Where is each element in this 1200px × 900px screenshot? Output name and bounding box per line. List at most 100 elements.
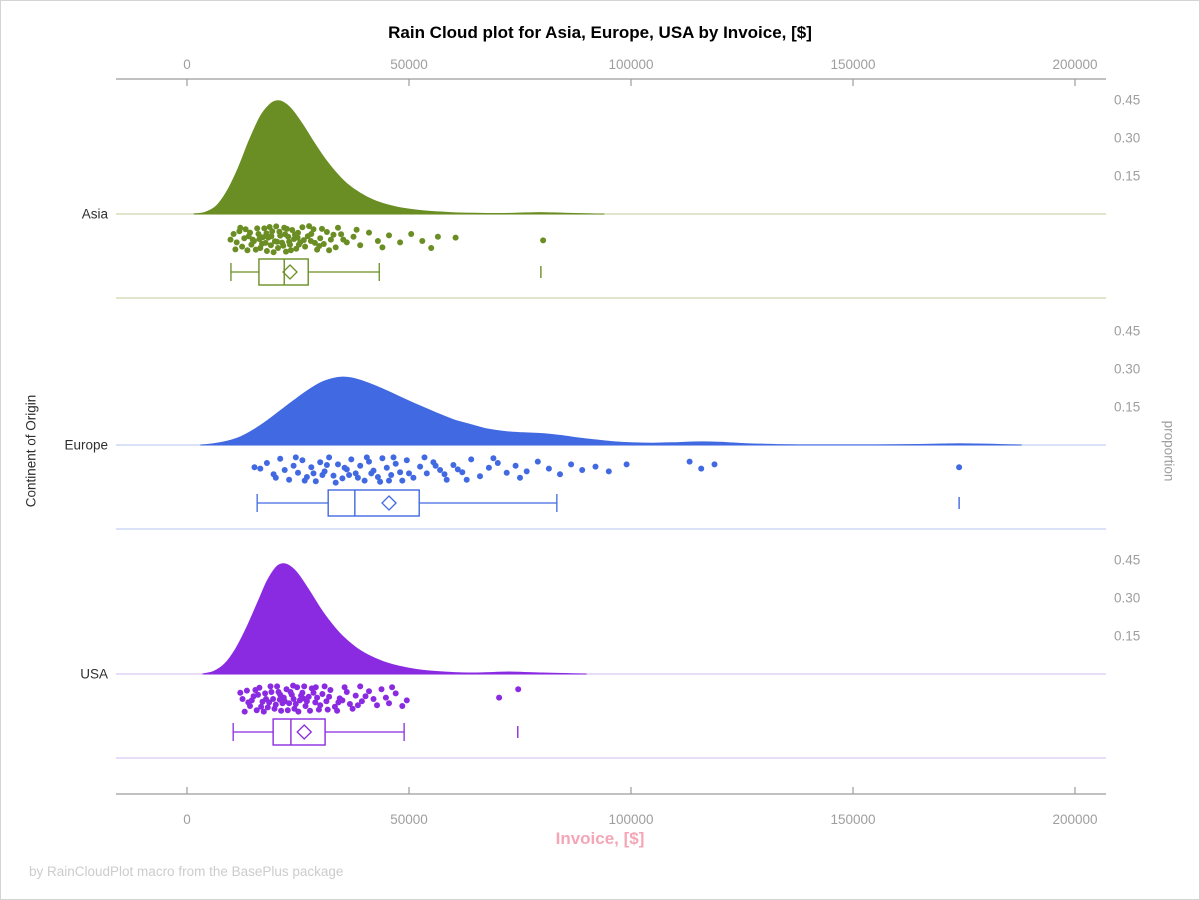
asia-rain-point (273, 223, 280, 230)
europe-rain-point (299, 457, 306, 464)
europe-rain-point (399, 477, 406, 484)
asia-rain-point (353, 226, 360, 233)
usa-rain-point (326, 693, 333, 700)
asia-rain-point (275, 245, 281, 251)
asia-rain-point (374, 238, 381, 244)
asia-rain-point (276, 228, 283, 235)
usa-rain-point (301, 683, 308, 690)
usa-rain-point (319, 691, 326, 697)
europe-rain-point (368, 470, 375, 477)
top-axis-tick-label: 50000 (390, 57, 428, 72)
europe-mean-diamond (381, 495, 397, 511)
europe-rain-point (346, 472, 353, 478)
usa-proportion-tick-label: 0.45 (1114, 553, 1140, 568)
asia-rain-point (252, 246, 259, 253)
usa-rain-point (399, 703, 406, 709)
asia-rain-point (255, 231, 262, 237)
usa-rain-point (262, 690, 269, 697)
usa-rain-point (302, 703, 309, 709)
usa-rain-point (277, 691, 284, 698)
europe-rain-point (361, 477, 368, 484)
usa-rain-point (366, 688, 372, 695)
europe-rain-point (317, 459, 324, 466)
top-axis-tick-label: 150000 (830, 57, 875, 72)
europe-rain-point (335, 461, 341, 468)
usa-rain-point (378, 686, 385, 693)
europe-rain-point (308, 464, 315, 471)
asia-rain-point (434, 233, 441, 240)
asia-rain-point (242, 226, 249, 233)
usa-rain-point (253, 707, 260, 714)
europe-rain-point (397, 469, 404, 476)
europe-rain-point (443, 476, 450, 483)
europe-rain-point (956, 464, 963, 471)
europe-rain-point (383, 464, 390, 471)
usa-rain-point (245, 699, 252, 706)
asia-rain-point (310, 226, 317, 233)
usa-rain-point (362, 693, 369, 700)
usa-rain-point (341, 684, 348, 691)
europe-rain-point (379, 455, 386, 462)
asia-rain-point (257, 245, 264, 251)
usa-rain-point (317, 702, 324, 709)
europe-rain-point (454, 466, 461, 473)
asia-rain-point (245, 233, 252, 240)
asia-rain-point (267, 242, 274, 249)
usa-box (272, 718, 326, 746)
asia-category-label: Asia (82, 207, 109, 222)
bottom-axis-tick-label: 200000 (1052, 812, 1097, 827)
usa-rain-point (271, 705, 278, 712)
asia-rain-point (286, 238, 293, 245)
europe-proportion-tick-label: 0.45 (1114, 324, 1140, 339)
europe-rain-point (605, 468, 612, 475)
europe-rain-point (485, 464, 492, 471)
asia-rain-point (274, 238, 281, 245)
europe-rain-point (468, 456, 475, 463)
usa-rain-point (268, 689, 275, 695)
europe-rain-point (403, 457, 410, 464)
asia-rain-point (308, 231, 315, 237)
usa-rain-point (290, 682, 297, 689)
europe-density-curve (200, 376, 1022, 446)
usa-proportion-tick-label: 0.30 (1114, 591, 1140, 606)
europe-rain-point (257, 465, 264, 472)
europe-proportion-tick-label: 0.30 (1114, 362, 1140, 377)
usa-rain-point (292, 701, 299, 707)
usa-rain-point (321, 683, 328, 690)
usa-rain-point (349, 705, 356, 712)
usa-rain-point (270, 696, 277, 702)
usa-rain-point (346, 701, 353, 707)
chart-title: Rain Cloud plot for Asia, Europe, USA by… (388, 23, 812, 42)
asia-rain-point (283, 225, 290, 232)
footer-attribution: by RainCloudPlot macro from the BasePlus… (29, 864, 344, 879)
asia-rain-point (263, 248, 270, 254)
europe-rain-point (301, 477, 308, 484)
usa-rain-point (312, 699, 319, 706)
europe-rain-point (421, 454, 428, 461)
usa-rain-point (327, 687, 334, 693)
asia-rain-point (323, 229, 330, 235)
asia-rain-point (261, 225, 268, 232)
europe-rain-point (272, 474, 279, 481)
usa-rain-point (264, 704, 271, 711)
asia-rain-point (366, 229, 372, 236)
y-axis-title-left: Continent of Origin (23, 394, 39, 508)
asia-rain-point (340, 236, 347, 243)
usa-rain-point (241, 708, 248, 715)
asia-rain-point (408, 231, 415, 237)
asia-rain-point (397, 239, 404, 246)
usa-rain-point (386, 700, 392, 707)
europe-rain-point (281, 467, 288, 473)
europe-rain-point (390, 454, 397, 461)
asia-rain-point (330, 231, 337, 238)
asia-rain-point (227, 236, 234, 243)
asia-rain-point (452, 234, 459, 241)
asia-rain-point (280, 242, 287, 249)
asia-rain-point (419, 238, 426, 244)
asia-rain-point (230, 231, 237, 237)
asia-mean-diamond (282, 264, 298, 280)
top-axis-tick-label: 200000 (1052, 57, 1097, 72)
europe-rain-point (348, 456, 355, 463)
usa-rain-point (389, 684, 396, 691)
usa-rain-point (300, 695, 307, 702)
